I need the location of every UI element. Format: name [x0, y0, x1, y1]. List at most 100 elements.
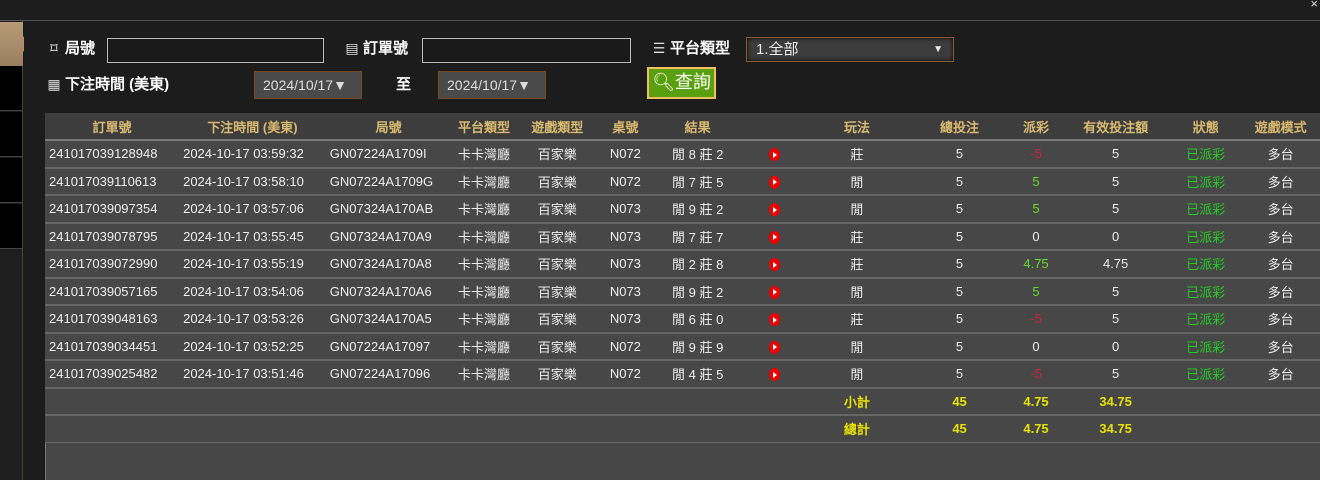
subtotal-spacer	[45, 387, 806, 416]
table-no-cell: N073	[598, 222, 653, 251]
replay-cell	[742, 332, 806, 361]
round-no-cell: GN07224A1709I	[325, 140, 452, 169]
platform-cell: 卡卡灣廳	[451, 277, 517, 306]
column-header[interactable]: 下注時間 (美東)	[179, 113, 326, 141]
sidebar-item[interactable]	[0, 204, 22, 249]
column-header[interactable]: 派彩	[1010, 113, 1062, 141]
column-header[interactable]: 遊戲類型	[516, 113, 599, 141]
round-no-cell: GN07324A170A9	[325, 222, 452, 251]
round-label-text: 局號	[65, 40, 96, 57]
round-label: ⌑ 局號	[46, 37, 95, 58]
round-no-cell: GN07324A170A6	[325, 277, 452, 306]
play-type-cell: 閒	[805, 167, 909, 196]
table-row[interactable]: 241017039097354 2024-10-17 03:57:06 GN0732…	[45, 195, 1320, 224]
table-row[interactable]: 241017039128948 2024-10-17 03:59:32 GN0722…	[45, 140, 1320, 169]
sidebar-item[interactable]	[0, 66, 22, 111]
total-payout: 4.75	[1010, 415, 1062, 444]
play-video-icon[interactable]	[768, 175, 780, 189]
payout-cell: 0	[1010, 332, 1062, 361]
table-no-cell: N072	[598, 167, 653, 196]
column-header[interactable]: 總投注	[908, 113, 1011, 141]
column-header[interactable]: 有效投注額	[1061, 113, 1171, 141]
date-to-picker[interactable]: 2024/10/17▼	[438, 71, 546, 99]
column-header[interactable]: 遊戲模式	[1241, 113, 1320, 141]
play-video-icon[interactable]	[768, 203, 780, 217]
platform-select[interactable]: 1.全部 ▼	[746, 37, 954, 62]
order-input[interactable]	[422, 38, 631, 63]
play-video-icon[interactable]	[768, 313, 780, 327]
round-input[interactable]	[107, 38, 324, 63]
valid-bet-cell: 5	[1061, 305, 1171, 334]
total-bet-cell: 5	[908, 332, 1011, 361]
order-no-cell: 241017039078795	[45, 222, 180, 251]
status-cell: 已派彩	[1170, 250, 1242, 279]
payout-cell: 5	[1010, 167, 1062, 196]
column-header[interactable]: 訂單號	[45, 113, 180, 141]
result-cell: 閒 2 莊 8	[652, 250, 743, 279]
table-row[interactable]: 241017039078795 2024-10-17 03:55:45 GN0732…	[45, 222, 1320, 251]
game-type-cell: 百家樂	[516, 332, 599, 361]
play-video-icon[interactable]	[768, 285, 780, 299]
game-type-cell: 百家樂	[516, 167, 599, 196]
play-video-icon[interactable]	[768, 368, 780, 382]
subtotal-valid-bet: 34.75	[1061, 387, 1171, 416]
valid-bet-cell: 5	[1061, 277, 1171, 306]
play-video-icon[interactable]	[768, 258, 780, 272]
table-row[interactable]: 241017039034451 2024-10-17 03:52:25 GN0722…	[45, 332, 1320, 361]
play-type-cell: 莊	[805, 222, 909, 251]
game-mode-cell: 多台	[1241, 332, 1320, 361]
sidebar-item[interactable]	[0, 158, 22, 203]
list-icon: ☰	[652, 39, 666, 56]
order-no-cell: 241017039034451	[45, 332, 180, 361]
table-row[interactable]: 241017039072990 2024-10-17 03:55:19 GN0732…	[45, 250, 1320, 279]
table-no-cell: N073	[598, 195, 653, 224]
valid-bet-cell: 0	[1061, 222, 1171, 251]
total-label: 總計	[805, 415, 909, 444]
payout-cell: 0	[1010, 222, 1062, 251]
play-type-cell: 閒	[805, 332, 909, 361]
table-row[interactable]: 241017039057165 2024-10-17 03:54:06 GN0732…	[45, 277, 1320, 306]
table-no-cell: N073	[598, 305, 653, 334]
column-header[interactable]: 平台類型	[451, 113, 517, 141]
sidebar-tab-active[interactable]	[0, 22, 30, 66]
valid-bet-cell: 5	[1061, 140, 1171, 169]
order-no-cell: 241017039097354	[45, 195, 180, 224]
platform-cell: 卡卡灣廳	[451, 195, 517, 224]
order-label-text: 訂單號	[363, 40, 409, 57]
table-row[interactable]: 241017039025482 2024-10-17 03:51:46 GN0722…	[45, 360, 1320, 389]
play-video-icon[interactable]	[768, 230, 780, 244]
play-type-cell: 閒	[805, 277, 909, 306]
valid-bet-cell: 0	[1061, 332, 1171, 361]
total-bet-cell: 5	[908, 305, 1011, 334]
total-bet-cell: 5	[908, 222, 1011, 251]
play-video-icon[interactable]	[768, 340, 780, 354]
table-row[interactable]: 241017039110613 2024-10-17 03:58:10 GN0722…	[45, 167, 1320, 196]
to-label: 至	[396, 73, 411, 94]
close-icon[interactable]: ×	[1310, 0, 1318, 11]
bet-time-cell: 2024-10-17 03:51:46	[179, 360, 326, 389]
time-label-text: 下注時間 (美東)	[65, 76, 170, 93]
result-cell: 閒 9 莊 2	[652, 195, 743, 224]
clipboard-icon: ▤	[345, 39, 359, 56]
game-type-cell: 百家樂	[516, 195, 599, 224]
date-from-picker[interactable]: 2024/10/17▼	[254, 71, 362, 99]
column-header[interactable]: 玩法	[805, 113, 909, 141]
table-row[interactable]: 241017039048163 2024-10-17 03:53:26 GN0732…	[45, 305, 1320, 334]
play-video-icon[interactable]	[768, 148, 780, 162]
column-header[interactable]	[742, 113, 806, 141]
total-bet-cell: 5	[908, 250, 1011, 279]
bet-table: 訂單號 下注時間 (美東) 局號 平台類型 遊戲類型 桌號 結果 玩法 總投注 派彩 有效投注額 狀態…	[45, 113, 1320, 444]
game-type-cell: 百家樂	[516, 250, 599, 279]
play-type-cell: 莊	[805, 140, 909, 169]
status-cell: 已派彩	[1170, 305, 1242, 334]
table-no-cell: N072	[598, 140, 653, 169]
column-header[interactable]: 局號	[325, 113, 452, 141]
column-header[interactable]: 桌號	[598, 113, 653, 141]
column-header[interactable]: 結果	[652, 113, 743, 141]
sidebar-item[interactable]	[0, 112, 22, 157]
game-type-cell: 百家樂	[516, 277, 599, 306]
replay-cell	[742, 140, 806, 169]
total-bet-cell: 5	[908, 277, 1011, 306]
query-button[interactable]: 🔍︎查詢	[647, 67, 716, 99]
column-header[interactable]: 狀態	[1170, 113, 1242, 141]
